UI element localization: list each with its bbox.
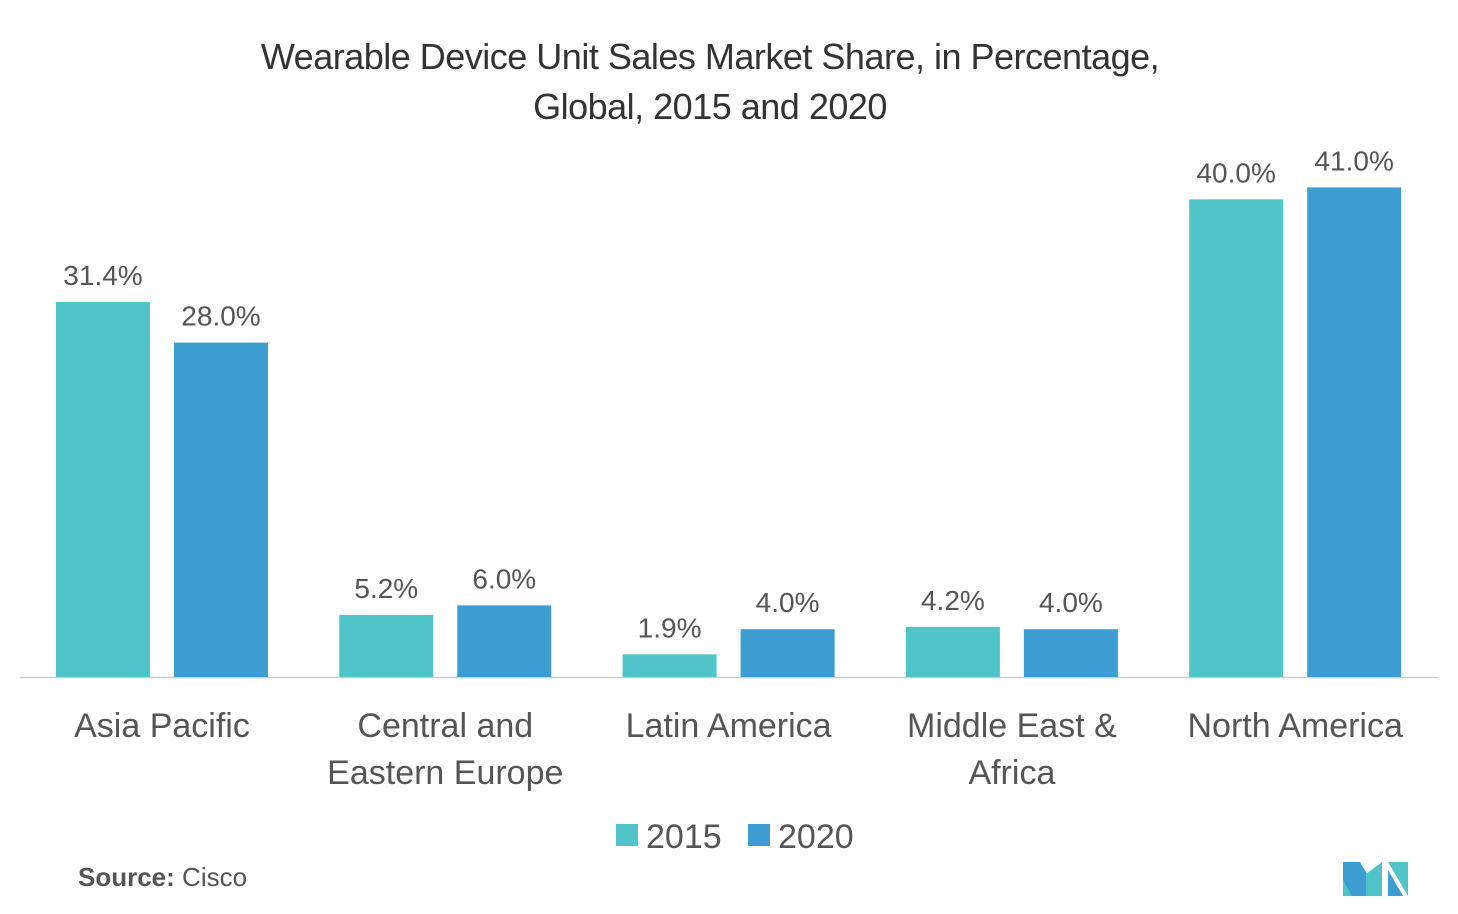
- category-label: Asia Pacific: [74, 707, 250, 745]
- logo-part: [1343, 880, 1352, 896]
- data-label: 31.4%: [63, 260, 142, 291]
- data-label: 4.2%: [921, 585, 985, 616]
- source-note: Source: Cisco: [78, 862, 247, 893]
- bar-2020-0: [174, 342, 268, 677]
- bar-2015-2: [622, 654, 717, 677]
- legend-label: 2020: [778, 818, 854, 856]
- category-label: Middle East &: [907, 707, 1117, 745]
- data-label: 28.0%: [181, 301, 260, 332]
- category-label: North America: [1187, 707, 1402, 745]
- category-label: Latin America: [626, 707, 832, 745]
- logo-part: [1366, 862, 1382, 896]
- category-label: Central and: [357, 707, 533, 745]
- data-label: 4.0%: [756, 587, 820, 618]
- data-label: 40.0%: [1196, 157, 1275, 188]
- bar-2020-1: [457, 605, 552, 677]
- bar-2015-3: [905, 626, 1000, 677]
- legend-swatch-2020: [748, 824, 770, 846]
- bar-2020-2: [740, 629, 835, 677]
- data-label: 4.0%: [1039, 587, 1103, 618]
- data-label: 5.2%: [354, 573, 418, 604]
- data-label: 41.0%: [1314, 145, 1393, 176]
- bar-2015-4: [1189, 199, 1284, 677]
- legend-label: 2015: [646, 818, 722, 856]
- data-label: 1.9%: [638, 612, 702, 643]
- source-value: Cisco: [182, 862, 248, 892]
- source-label: Source:: [78, 862, 175, 892]
- logo-part: [1388, 862, 1408, 896]
- logo-part: [1388, 870, 1403, 896]
- chart-title-line-1: Wearable Device Unit Sales Market Share,…: [260, 36, 1160, 77]
- bar-2015-1: [339, 614, 434, 677]
- bar-2015-0: [56, 302, 150, 677]
- category-label: Eastern Europe: [327, 754, 563, 792]
- bar-2020-4: [1307, 187, 1402, 677]
- bar-2020-3: [1023, 629, 1118, 677]
- data-label: 6.0%: [472, 563, 536, 594]
- legend-swatch-2015: [616, 824, 638, 846]
- chart-title-line-2: Global, 2015 and 2020: [533, 86, 887, 127]
- category-label: Africa: [968, 754, 1055, 792]
